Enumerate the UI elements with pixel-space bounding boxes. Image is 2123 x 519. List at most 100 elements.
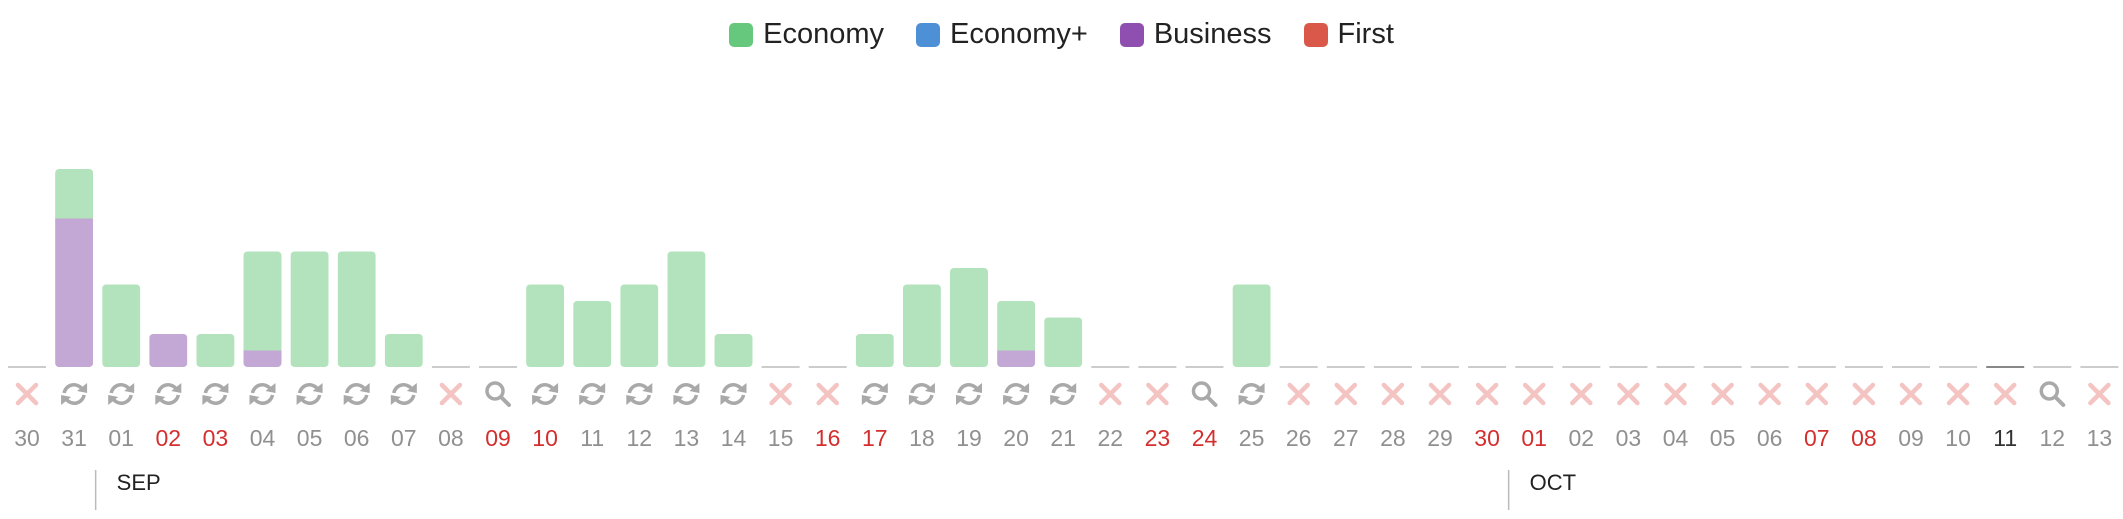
refresh-icon[interactable] (1003, 383, 1030, 405)
day-column[interactable]: 30 (8, 366, 46, 451)
bar-economy[interactable] (243, 251, 282, 351)
day-column[interactable]: 04 (243, 251, 282, 452)
refresh-icon[interactable] (249, 383, 276, 405)
day-label: 20 (1003, 425, 1029, 451)
refresh-icon[interactable] (908, 383, 935, 405)
day-column[interactable]: 31 (55, 169, 94, 451)
day-column[interactable]: 22 (1091, 366, 1130, 451)
refresh-icon[interactable] (626, 383, 653, 405)
day-column[interactable]: 08 (431, 366, 470, 451)
day-column[interactable]: 08 (1844, 366, 1883, 451)
day-column[interactable]: 04 (1656, 366, 1695, 451)
refresh-icon[interactable] (673, 383, 700, 405)
refresh-icon[interactable] (579, 383, 606, 405)
refresh-icon[interactable] (108, 383, 135, 405)
bar-economy[interactable] (573, 301, 612, 367)
day-column[interactable]: 01 (1515, 366, 1554, 451)
refresh-icon[interactable] (390, 383, 417, 405)
day-label: 30 (1474, 425, 1500, 451)
bar-business[interactable] (997, 350, 1036, 368)
bar-business[interactable] (55, 218, 94, 368)
bar-economy[interactable] (526, 284, 565, 368)
day-column[interactable]: 23 (1138, 366, 1177, 451)
day-column[interactable]: 20 (997, 301, 1036, 451)
bar-economy[interactable] (1232, 284, 1271, 368)
refresh-icon[interactable] (296, 383, 323, 405)
day-column[interactable]: 25 (1232, 284, 1271, 452)
day-column[interactable]: 10 (526, 284, 565, 452)
search-icon[interactable] (1191, 381, 1218, 407)
day-column[interactable]: 14 (714, 334, 753, 451)
day-column[interactable]: 13 (667, 251, 706, 452)
day-column[interactable]: 12 (620, 284, 659, 452)
refresh-icon[interactable] (1050, 383, 1077, 405)
day-column[interactable]: 21 (1044, 317, 1083, 452)
day-column[interactable]: 11 (573, 301, 612, 451)
legend-item-business[interactable]: Business (1119, 18, 1272, 51)
day-column[interactable]: 07 (1797, 366, 1836, 451)
day-column[interactable]: 13 (2080, 366, 2119, 451)
refresh-icon[interactable] (861, 383, 888, 405)
bar-economy[interactable] (997, 301, 1036, 351)
bar-economy[interactable] (855, 334, 894, 367)
refresh-icon[interactable] (61, 383, 88, 405)
day-column[interactable]: 06 (1750, 366, 1789, 451)
day-column[interactable]: 01 (102, 284, 141, 452)
refresh-icon[interactable] (155, 383, 182, 405)
legend-item-economy-plus[interactable]: Economy+ (916, 18, 1088, 51)
bar-business[interactable] (243, 350, 282, 368)
day-column[interactable]: 29 (1421, 366, 1459, 451)
refresh-icon[interactable] (202, 383, 229, 405)
bar-economy[interactable] (55, 169, 94, 219)
day-column[interactable]: 28 (1373, 366, 1412, 451)
bar-economy[interactable] (1044, 317, 1083, 368)
day-column[interactable]: 03 (1609, 366, 1648, 451)
day-column[interactable]: 27 (1326, 366, 1365, 451)
day-column[interactable]: 05 (1703, 366, 1742, 451)
day-label: 25 (1239, 425, 1265, 451)
bar-economy[interactable] (337, 251, 376, 368)
day-label: 11 (580, 425, 604, 451)
refresh-icon[interactable] (532, 383, 559, 405)
bar-business[interactable] (149, 334, 188, 367)
day-label: 03 (203, 425, 229, 451)
bar-economy[interactable] (196, 334, 235, 367)
bar-economy[interactable] (102, 284, 141, 368)
day-column[interactable]: 07 (384, 334, 423, 451)
bar-economy[interactable] (950, 268, 988, 367)
day-column[interactable]: 05 (290, 251, 329, 452)
day-column[interactable]: 09 (479, 366, 517, 451)
day-label: 28 (1380, 425, 1406, 451)
day-column[interactable]: 17 (855, 334, 894, 451)
day-column[interactable]: 11 (1986, 366, 2025, 451)
bar-economy[interactable] (902, 284, 941, 368)
bar-economy[interactable] (290, 251, 329, 368)
bar-economy[interactable] (384, 334, 423, 367)
day-column[interactable]: 10 (1939, 366, 1978, 451)
search-icon[interactable] (485, 381, 511, 407)
refresh-icon[interactable] (1238, 383, 1265, 405)
bar-economy[interactable] (620, 284, 659, 368)
bar-economy[interactable] (667, 251, 706, 368)
day-column[interactable]: 26 (1279, 366, 1318, 451)
day-label: 08 (1851, 425, 1877, 451)
day-column[interactable]: 30 (1468, 366, 1507, 451)
refresh-icon[interactable] (956, 383, 982, 405)
day-column[interactable]: 02 (1562, 366, 1601, 451)
day-column[interactable]: 16 (808, 366, 847, 451)
refresh-icon[interactable] (720, 383, 747, 405)
day-column[interactable]: 15 (761, 366, 800, 451)
day-column[interactable]: 06 (337, 251, 376, 452)
day-column[interactable]: 24 (1185, 366, 1224, 451)
day-column[interactable]: 03 (196, 334, 235, 451)
legend-item-first[interactable]: First (1303, 18, 1394, 51)
refresh-icon[interactable] (343, 383, 370, 405)
legend-item-economy[interactable]: Economy (729, 18, 884, 51)
search-icon[interactable] (2039, 381, 2066, 407)
day-column[interactable]: 09 (1892, 366, 1930, 451)
day-column[interactable]: 12 (2033, 366, 2072, 451)
day-column[interactable]: 18 (902, 284, 941, 452)
day-column[interactable]: 02 (149, 334, 188, 451)
day-column[interactable]: 19 (950, 268, 988, 451)
bar-economy[interactable] (714, 334, 753, 367)
